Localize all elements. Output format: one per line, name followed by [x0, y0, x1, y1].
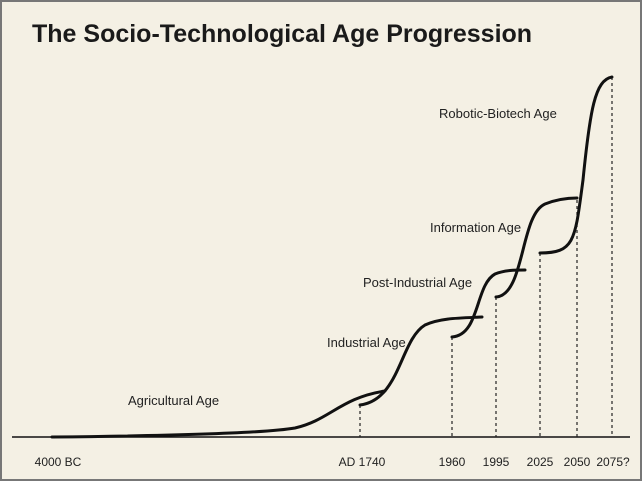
timeline-label: AD 1740 [339, 455, 386, 469]
title: The Socio-Technological Age Progression [32, 20, 532, 48]
curve [358, 315, 484, 407]
timeline-label: 2075? [596, 455, 630, 469]
age-label: Information Age [430, 220, 521, 235]
curve [494, 196, 579, 299]
age-label: Industrial Age [327, 335, 406, 350]
timeline-label: 2025 [527, 455, 554, 469]
timeline-label: 1960 [439, 455, 466, 469]
age-label: Robotic-Biotech Age [439, 106, 557, 121]
timeline-label: 2050 [564, 455, 591, 469]
curves [50, 75, 614, 439]
curve [450, 268, 527, 339]
timeline-labels: 4000 BC AD 1740 1960 1995 2025 2050 2075… [35, 455, 630, 469]
curve [538, 75, 614, 255]
age-label: Agricultural Age [128, 393, 219, 408]
dashed-lines [359, 77, 613, 437]
curve [50, 389, 387, 439]
age-labels: Agricultural Age Industrial Age Post-Ind… [128, 106, 557, 408]
timeline-label: 4000 BC [35, 455, 82, 469]
timeline-label: 1995 [483, 455, 510, 469]
age-label: Post-Industrial Age [363, 275, 472, 290]
